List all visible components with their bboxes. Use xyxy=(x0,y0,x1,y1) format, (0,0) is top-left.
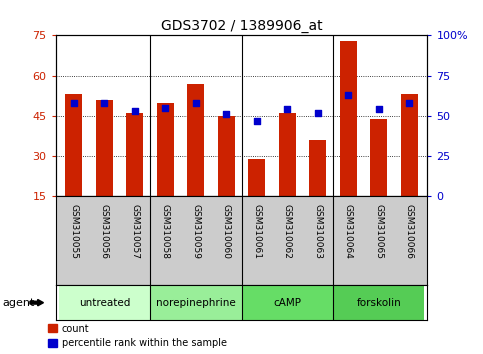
Point xyxy=(253,118,261,124)
Point xyxy=(70,100,78,106)
Bar xyxy=(370,119,387,196)
Point xyxy=(192,100,199,106)
Text: GSM310058: GSM310058 xyxy=(161,204,170,258)
Point xyxy=(131,108,139,114)
Bar xyxy=(242,285,333,320)
Point xyxy=(222,112,230,117)
Point xyxy=(284,107,291,112)
Text: GSM310065: GSM310065 xyxy=(374,204,383,258)
Text: cAMP: cAMP xyxy=(273,298,301,308)
Bar xyxy=(401,95,417,196)
Text: GSM310059: GSM310059 xyxy=(191,204,200,258)
Text: GSM310066: GSM310066 xyxy=(405,204,413,258)
Point xyxy=(375,107,383,112)
Point xyxy=(344,92,352,98)
Title: GDS3702 / 1389906_at: GDS3702 / 1389906_at xyxy=(161,19,322,33)
Text: norepinephrine: norepinephrine xyxy=(156,298,236,308)
Text: agent: agent xyxy=(2,298,35,308)
Bar xyxy=(150,285,242,320)
Bar xyxy=(279,113,296,196)
Bar xyxy=(96,100,113,196)
Text: GSM310064: GSM310064 xyxy=(344,204,353,258)
Text: GSM310057: GSM310057 xyxy=(130,204,139,258)
Text: GSM310061: GSM310061 xyxy=(252,204,261,258)
Bar xyxy=(187,84,204,196)
Point xyxy=(314,110,322,115)
Legend: count, percentile rank within the sample: count, percentile rank within the sample xyxy=(48,324,227,348)
Point xyxy=(161,105,169,111)
Bar xyxy=(248,159,265,196)
Bar xyxy=(218,116,235,196)
Bar xyxy=(340,41,356,196)
Text: GSM310062: GSM310062 xyxy=(283,204,292,258)
Text: GSM310056: GSM310056 xyxy=(100,204,109,258)
Bar xyxy=(309,140,326,196)
Bar xyxy=(157,103,174,196)
Text: GSM310055: GSM310055 xyxy=(70,204,78,258)
Bar xyxy=(58,285,150,320)
Text: GSM310060: GSM310060 xyxy=(222,204,231,258)
Bar xyxy=(127,113,143,196)
Text: GSM310063: GSM310063 xyxy=(313,204,322,258)
Text: untreated: untreated xyxy=(79,298,130,308)
Point xyxy=(100,100,108,106)
Point xyxy=(405,100,413,106)
Text: forskolin: forskolin xyxy=(356,298,401,308)
Bar xyxy=(66,95,82,196)
Bar xyxy=(333,285,425,320)
